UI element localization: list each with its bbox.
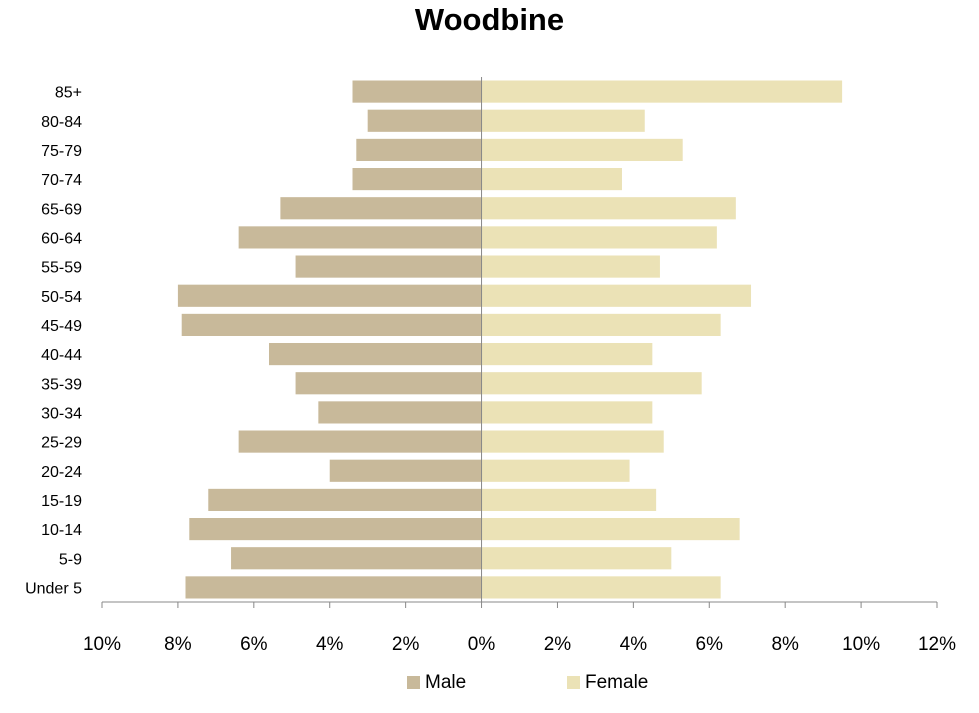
bar-female [481, 168, 622, 191]
bar-female [481, 284, 752, 307]
category-label: 20-24 [41, 464, 82, 481]
chart-title: Woodbine [414, 2, 565, 37]
x-tick-label: 6% [240, 634, 268, 655]
bar-male [238, 430, 482, 453]
bar-male [238, 226, 482, 249]
category-label: Under 5 [25, 580, 82, 597]
bar-male [295, 255, 482, 278]
bar-male [318, 401, 482, 424]
legend-label-female: Female [585, 672, 648, 693]
category-label: 15-19 [41, 493, 82, 510]
bar-female [481, 372, 702, 395]
bar-male [295, 372, 482, 395]
bar-male [208, 488, 482, 511]
legend-swatch-male [407, 676, 420, 689]
bar-male [352, 80, 482, 103]
category-label: 40-44 [41, 347, 82, 364]
bar-male [352, 168, 482, 191]
bar-male [185, 576, 482, 599]
category-label: 75-79 [41, 143, 82, 160]
x-tick-label: 2% [544, 634, 572, 655]
category-label: 25-29 [41, 435, 82, 452]
bar-male [367, 109, 482, 132]
bar-female [481, 547, 672, 570]
x-tick-label: 6% [696, 634, 724, 655]
category-label: 35-39 [41, 376, 82, 393]
bar-female [481, 488, 657, 511]
x-tick-label: 8% [771, 634, 799, 655]
bar-male [329, 459, 482, 482]
bar-female [481, 255, 660, 278]
bar-male [177, 284, 482, 307]
bar-female [481, 109, 645, 132]
category-label: 30-34 [41, 405, 82, 422]
x-tick-label: 4% [620, 634, 648, 655]
bar-female [481, 401, 653, 424]
bar-female [481, 138, 683, 161]
x-tick-label: 10% [842, 634, 880, 655]
bar-female [481, 313, 721, 336]
category-label: 45-49 [41, 318, 82, 335]
bar-female [481, 226, 717, 249]
bar-male [356, 138, 482, 161]
x-tick-label: 12% [918, 634, 956, 655]
category-label: 65-69 [41, 201, 82, 218]
category-label: 10-14 [41, 522, 82, 539]
category-label: 50-54 [41, 289, 82, 306]
bar-female [481, 576, 721, 599]
bar-male [189, 518, 482, 541]
x-tick-label: 4% [316, 634, 344, 655]
bar-female [481, 459, 630, 482]
category-label: 80-84 [41, 114, 82, 131]
category-label: 85+ [55, 85, 82, 102]
category-label: 60-64 [41, 230, 82, 247]
bar-male [231, 547, 482, 570]
bar-female [481, 80, 843, 103]
category-label: 70-74 [41, 172, 82, 189]
x-tick-label: 8% [164, 634, 192, 655]
category-label: 55-59 [41, 260, 82, 277]
bar-female [481, 197, 736, 220]
bar-female [481, 430, 664, 453]
x-tick-label: 10% [83, 634, 121, 655]
legend-label-male: Male [425, 672, 466, 693]
bar-male [181, 313, 482, 336]
x-tick-label: 2% [392, 634, 420, 655]
legend-swatch-female [567, 676, 580, 689]
bar-female [481, 343, 653, 366]
category-label: 5-9 [59, 551, 82, 568]
bar-male [280, 197, 482, 220]
bar-male [269, 343, 482, 366]
bar-female [481, 518, 740, 541]
x-tick-label: 0% [468, 634, 496, 655]
